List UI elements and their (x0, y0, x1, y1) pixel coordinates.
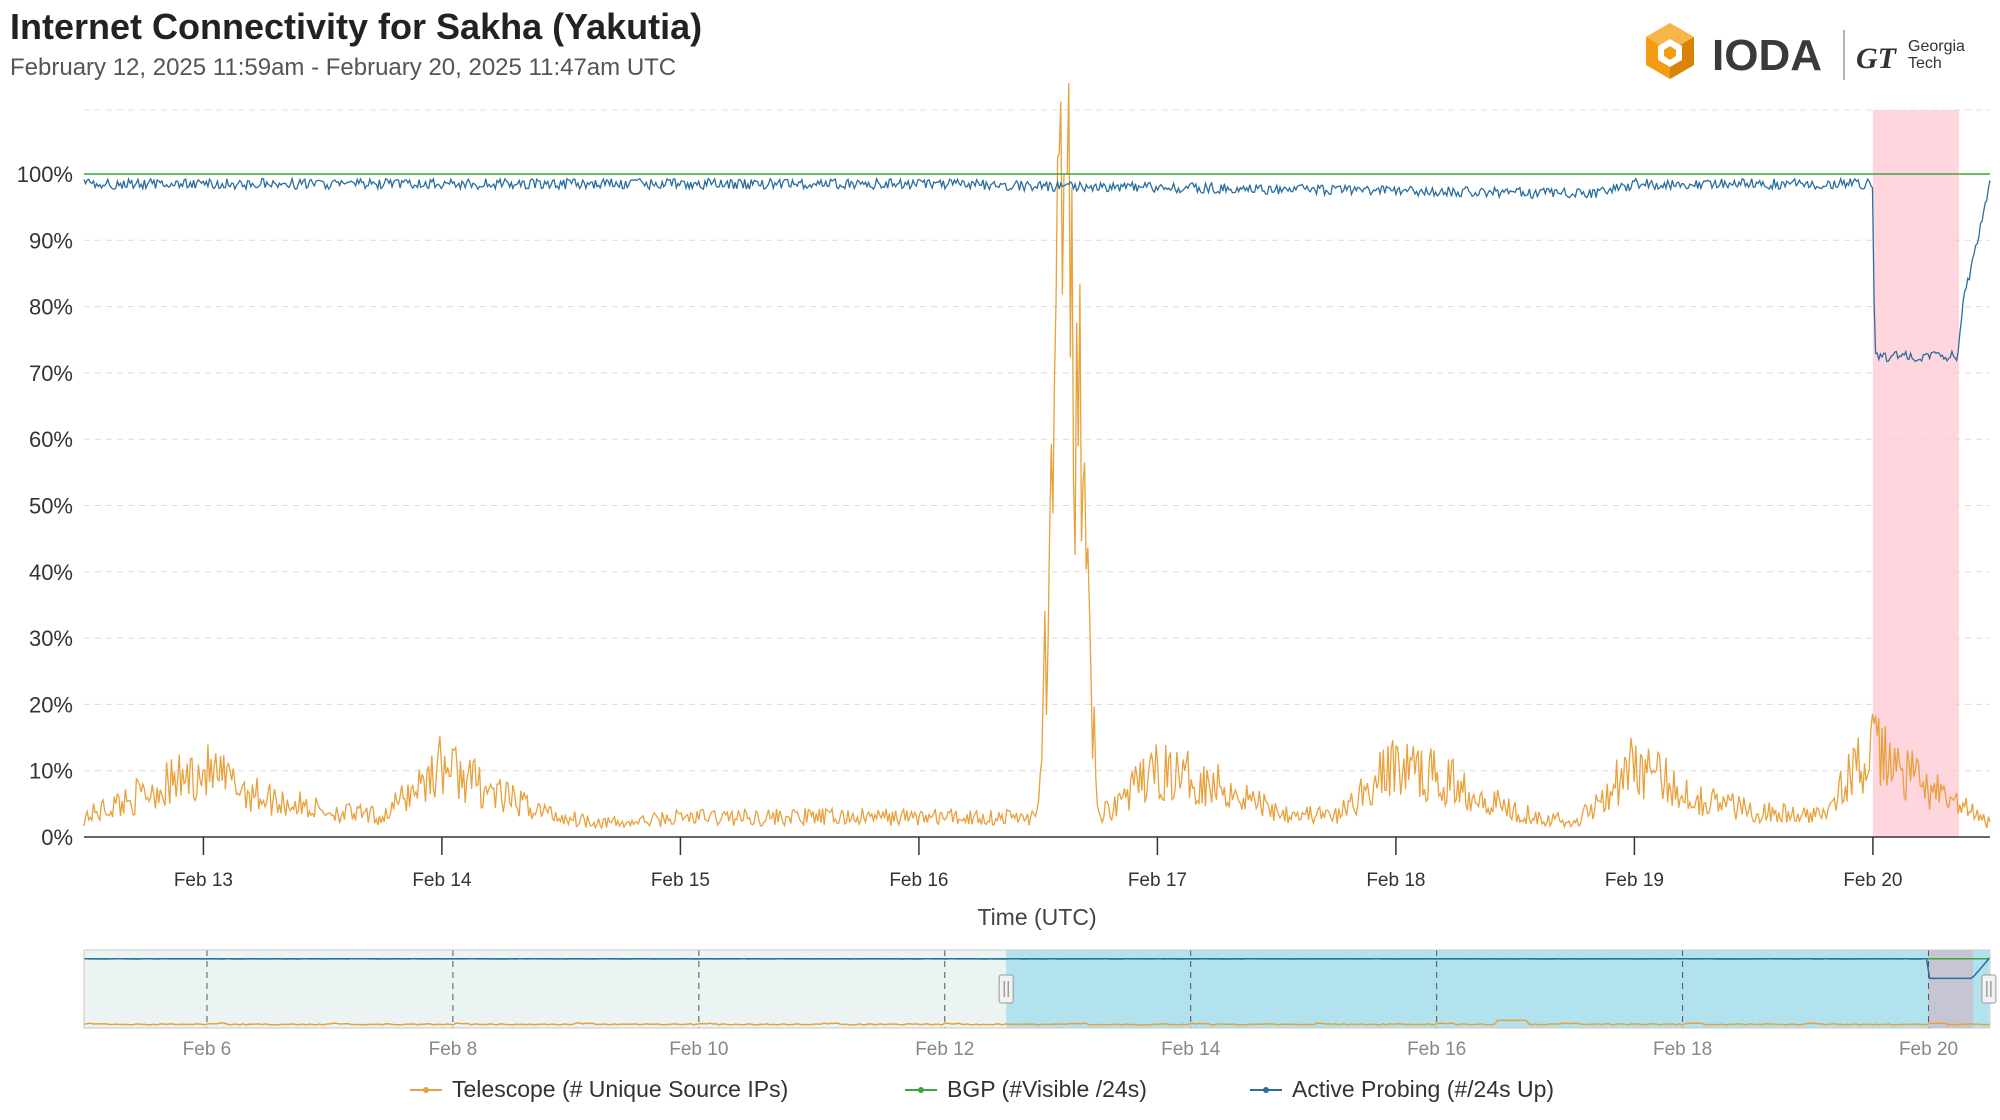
x-axis-title: Time (UTC) (977, 904, 1096, 930)
x-axis-ticks: Feb 13 Feb 14 Feb 15 Feb 16 Feb 17 Feb 18 Feb … (174, 837, 1902, 891)
y-tick-label: 60% (29, 427, 73, 452)
navigator-tick-label: Feb 16 (1407, 1039, 1466, 1060)
legend-item-bgp[interactable]: BGP (#Visible /24s) (905, 1076, 1147, 1103)
connectivity-chart: 0% 10% 20% 30% 40% 50% 60% 70% 80% 90% 100% Feb 13… (17, 83, 1997, 1060)
legend-label-telescope: Telescope (# Unique Source IPs) (452, 1076, 789, 1102)
y-tick-label: 40% (29, 560, 73, 585)
y-tick-label: 20% (29, 692, 73, 717)
navigator-line-active-probing (84, 957, 1991, 980)
main-plot-area[interactable]: 0% 10% 20% 30% 40% 50% 60% 70% 80% 90% 100% Feb 13… (17, 83, 1991, 891)
georgia-tech-line1: Georgia (1908, 38, 1965, 55)
x-tick-label: Feb 13 (174, 870, 233, 891)
navigator-outage-band (1928, 950, 1973, 1028)
x-tick-label: Feb 19 (1605, 870, 1664, 891)
series-line-active-probing[interactable] (83, 176, 1991, 363)
navigator-line-telescope (83, 1019, 1991, 1026)
navigator-handle-right[interactable] (1981, 974, 1997, 1004)
navigator-panel[interactable]: Feb 6 Feb 8 Feb 10 Feb 12 Feb 14 Feb 16 Feb 18… (83, 949, 1997, 1060)
y-gridlines (84, 109, 1990, 772)
handle-grip[interactable] (998, 974, 1014, 1004)
chart-legend: Telescope (# Unique Source IPs) BGP (#Vi… (0, 1076, 2000, 1116)
legend-item-telescope[interactable]: Telescope (# Unique Source IPs) (410, 1076, 788, 1103)
x-tick-label: Feb 18 (1366, 870, 1425, 891)
legend-swatch-bgp (905, 1079, 937, 1101)
handle-grip[interactable] (1981, 974, 1997, 1004)
navigator-handle-left[interactable] (998, 974, 1014, 1004)
y-tick-label: 50% (29, 494, 73, 519)
ioda-hexagon-icon (1646, 23, 1694, 79)
x-tick-label: Feb 20 (1843, 870, 1902, 891)
y-tick-label: 0% (41, 825, 73, 850)
gt-monogram: GT (1856, 42, 1898, 75)
x-tick-label: Feb 15 (651, 870, 710, 891)
x-tick-label: Feb 14 (412, 870, 472, 891)
navigator-ticks: Feb 6 Feb 8 Feb 10 Feb 12 Feb 14 Feb 16 Feb 18… (183, 950, 1958, 1060)
legend-item-active-probing[interactable]: Active Probing (#/24s Up) (1250, 1076, 1554, 1103)
legend-label-bgp: BGP (#Visible /24s) (947, 1076, 1147, 1102)
series-line-telescope[interactable] (83, 83, 1991, 830)
navigator-selection[interactable] (1006, 950, 1989, 1028)
navigator-unselected-mask (84, 950, 1007, 1028)
ioda-logo[interactable]: IODA GT Georgia Tech (1640, 20, 1980, 90)
x-tick-label: Feb 17 (1128, 870, 1187, 891)
y-tick-label: 70% (29, 361, 73, 386)
georgia-tech-line2: Tech (1908, 55, 1942, 72)
legend-swatch-active-probing (1250, 1079, 1282, 1101)
navigator-tick-label: Feb 8 (429, 1039, 478, 1060)
ioda-wordmark: IODA (1712, 31, 1822, 80)
y-axis-ticks: 0% 10% 20% 30% 40% 50% 60% 70% 80% 90% 100% (17, 162, 73, 850)
y-tick-label: 100% (17, 162, 73, 187)
navigator-tick-label: Feb 6 (183, 1039, 232, 1060)
legend-label-active-probing: Active Probing (#/24s Up) (1292, 1076, 1555, 1102)
legend-swatch-telescope (410, 1079, 442, 1101)
outage-band[interactable] (1872, 110, 1960, 837)
navigator-tick-label: Feb 10 (669, 1039, 728, 1060)
y-tick-label: 30% (29, 626, 73, 651)
navigator-tick-label: Feb 18 (1653, 1039, 1712, 1060)
page-title: Internet Connectivity for Sakha (Yakutia… (10, 6, 703, 47)
navigator-tick-label: Feb 20 (1899, 1039, 1958, 1060)
navigator-tick-label: Feb 14 (1161, 1039, 1221, 1060)
navigator-tick-label: Feb 12 (915, 1039, 974, 1060)
y-tick-label: 80% (29, 295, 73, 320)
y-tick-label: 10% (29, 759, 73, 784)
page-subtitle: February 12, 2025 11:59am - February 20,… (10, 54, 677, 81)
y-tick-label: 90% (29, 228, 73, 253)
x-tick-label: Feb 16 (889, 870, 948, 891)
